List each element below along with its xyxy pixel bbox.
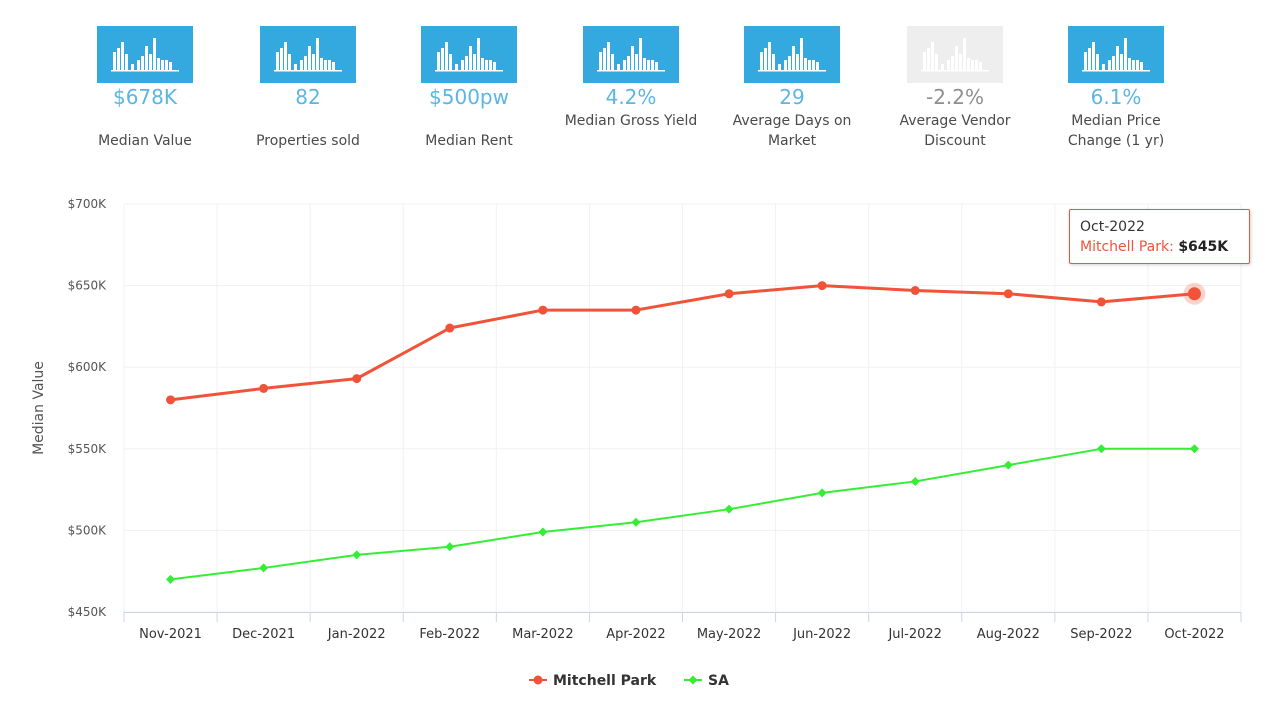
- data-point: [724, 504, 734, 514]
- data-point: [1189, 444, 1199, 454]
- x-tick-label: Aug-2022: [977, 627, 1040, 642]
- legend-marker: [688, 675, 698, 685]
- data-point: [1003, 289, 1013, 299]
- data-point: [910, 285, 920, 295]
- x-tick-label: Jan-2022: [327, 627, 386, 642]
- bar-chart-icon[interactable]: [260, 26, 356, 83]
- tooltip-series-line: Mitchell Park: $645K: [1080, 239, 1229, 255]
- bar-chart-icon[interactable]: [744, 26, 840, 83]
- y-tick-label: $550K: [68, 442, 108, 456]
- series-line-mitchell-park: [170, 284, 1195, 402]
- stat-value: 6.1%: [1090, 85, 1142, 109]
- y-tick-label: $500K: [68, 523, 108, 537]
- x-tick-label: Apr-2022: [606, 627, 665, 642]
- y-axis-title: Median Value: [31, 361, 47, 455]
- stat-5: -2.2% Average Vendor Discount: [885, 26, 1025, 151]
- legend-label[interactable]: SA: [708, 673, 729, 689]
- tooltip-series-name: Mitchell Park: [1080, 239, 1170, 255]
- data-point: [910, 476, 920, 486]
- stat-0: $678K Median Value: [75, 26, 215, 151]
- stat-4: 29 Average Days on Market: [722, 26, 862, 151]
- stat-value: $500pw: [429, 85, 509, 109]
- x-tick-label: Jun-2022: [792, 627, 851, 642]
- data-point: [817, 488, 827, 498]
- data-point: [259, 383, 269, 393]
- tooltip-value: $645K: [1178, 239, 1229, 255]
- bar-chart-icon[interactable]: [583, 26, 679, 83]
- data-point: [259, 563, 269, 573]
- legend-label[interactable]: Mitchell Park: [553, 673, 657, 689]
- y-tick-label: $600K: [68, 360, 108, 374]
- data-point: [445, 323, 455, 333]
- data-point: [352, 374, 362, 384]
- x-tick-label: Oct-2022: [1164, 627, 1224, 642]
- x-tick-label: Dec-2021: [232, 627, 295, 642]
- stat-label: Average Days on Market: [732, 113, 852, 149]
- y-tick-label: $700K: [68, 197, 108, 211]
- stat-3: 4.2% Median Gross Yield: [561, 26, 701, 131]
- bar-chart-icon[interactable]: [1068, 26, 1164, 83]
- stat-value: 82: [295, 85, 321, 109]
- stat-label: Median Price Change (1 yr): [1067, 113, 1165, 149]
- data-point: [1187, 287, 1201, 301]
- stat-1: 82 Properties sold: [238, 26, 378, 151]
- stat-value: -2.2%: [925, 85, 985, 109]
- stat-label: Median Rent: [425, 133, 513, 149]
- stat-2: $500pw Median Rent: [399, 26, 539, 151]
- stat-value: 29: [779, 85, 805, 109]
- data-point: [1096, 444, 1106, 454]
- stat-label: Average Vendor Discount: [899, 113, 1011, 149]
- data-point: [1003, 460, 1013, 470]
- tooltip-date: Oct-2022: [1080, 219, 1145, 235]
- series-line-sa: [170, 447, 1195, 581]
- stat-label: Properties sold: [256, 133, 360, 149]
- x-tick-label: Jul-2022: [887, 627, 941, 642]
- stats-bar: $678K Median Value 82 Properties sold $500pw…: [0, 0, 1280, 190]
- stat-value: 4.2%: [605, 85, 657, 109]
- data-point: [166, 395, 176, 405]
- stat-value: $678K: [112, 85, 177, 109]
- data-point: [445, 542, 455, 552]
- data-point: [631, 305, 641, 315]
- y-tick-label: $650K: [68, 279, 108, 293]
- x-tick-label: Feb-2022: [419, 627, 480, 642]
- stat-label: Median Value: [98, 133, 192, 149]
- data-point: [1096, 297, 1106, 307]
- data-point: [166, 574, 176, 584]
- data-point: [724, 289, 734, 299]
- data-point: [352, 550, 362, 560]
- y-tick-label: $450K: [68, 605, 108, 619]
- data-point: [631, 517, 641, 527]
- stat-label: Median Gross Yield: [564, 113, 698, 129]
- line-chart: $450K $500K $550K $600K $650K $700K Nov-2021 De…: [31, 197, 1242, 689]
- x-tick-label: Nov-2021: [139, 627, 202, 642]
- data-point: [538, 527, 548, 537]
- data-point: [817, 281, 827, 291]
- bar-chart-icon[interactable]: [421, 26, 517, 83]
- data-point: [538, 305, 548, 315]
- legend-marker: [533, 675, 543, 685]
- x-tick-label: Mar-2022: [512, 627, 573, 642]
- stat-6: 6.1% Median Price Change (1 yr): [1046, 26, 1186, 151]
- x-tick-label: May-2022: [697, 627, 761, 642]
- chart-tooltip: Oct-2022 Mitchell Park: $645K: [1069, 209, 1250, 264]
- bar-chart-icon[interactable]: [97, 26, 193, 83]
- bar-chart-icon[interactable]: [907, 26, 1003, 83]
- x-tick-label: Sep-2022: [1070, 627, 1132, 642]
